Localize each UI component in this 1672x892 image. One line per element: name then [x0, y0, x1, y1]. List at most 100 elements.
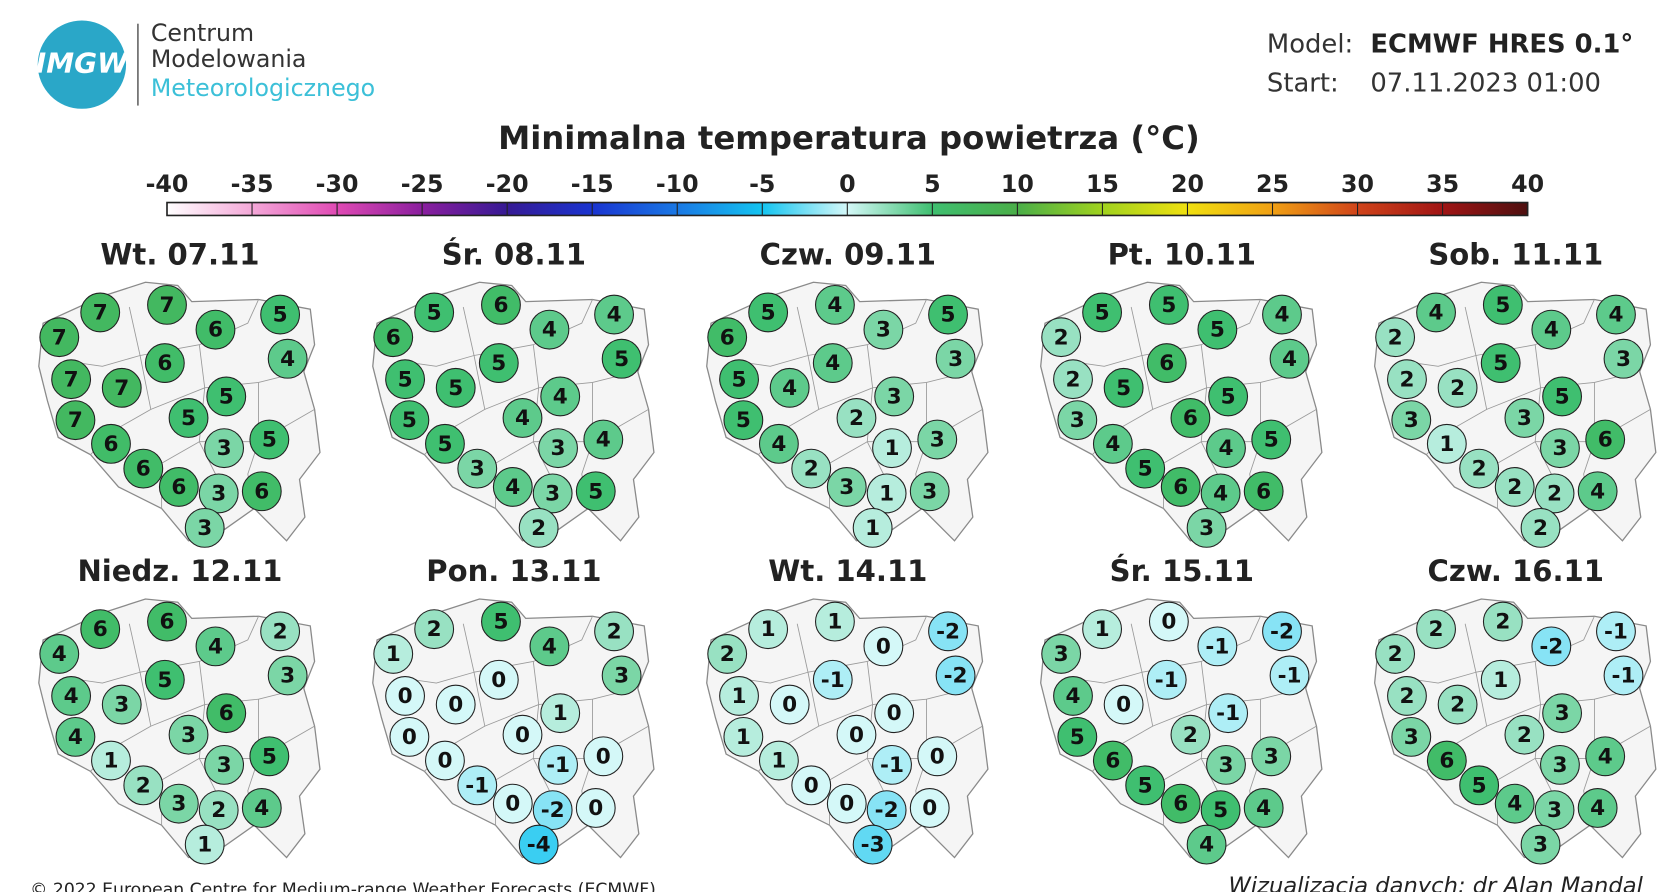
- station-value: -1: [1612, 664, 1636, 689]
- station-value: 1: [732, 684, 747, 709]
- model-value: ECMWF HRES 0.1°: [1370, 30, 1633, 60]
- station-value: 4: [1213, 481, 1228, 506]
- station-value: 1: [1095, 617, 1110, 642]
- station-value: 4: [1507, 792, 1522, 817]
- map-title: Śr. 08.11: [442, 237, 586, 271]
- station-value: 1: [1439, 432, 1454, 457]
- station-marker: [1542, 376, 1583, 417]
- station-marker: [144, 343, 185, 383]
- station-marker: [909, 471, 950, 512]
- station-value: 6: [208, 318, 223, 343]
- logo-circle: [37, 20, 127, 109]
- station-value: 1: [736, 725, 751, 750]
- station-marker: [1387, 359, 1427, 400]
- station-value: 4: [1199, 833, 1214, 858]
- station-marker: [1206, 744, 1246, 785]
- station-marker: [758, 740, 799, 781]
- station-value: 2: [607, 619, 622, 644]
- station-marker: [80, 609, 121, 650]
- station-value: 4: [542, 318, 557, 343]
- station-value: 6: [1439, 749, 1454, 774]
- station-marker: [1520, 507, 1561, 548]
- station-marker: [267, 655, 308, 696]
- station-marker: [1057, 400, 1098, 441]
- region-border: [1400, 306, 1477, 367]
- colorbar-tick-label: 35: [1426, 170, 1459, 198]
- station-marker: [518, 507, 559, 548]
- station-value: 4: [64, 684, 79, 709]
- station-marker: [389, 400, 430, 441]
- station-value: 4: [827, 293, 842, 318]
- map-title: Czw. 16.11: [1428, 554, 1604, 588]
- station-value: 4: [505, 475, 520, 500]
- station-marker: [863, 309, 904, 350]
- station-marker: [198, 473, 239, 514]
- station-value: -1: [1216, 701, 1240, 726]
- model-label: Model:: [1267, 30, 1353, 60]
- start-label: Start:: [1267, 69, 1339, 99]
- station-value: 0: [1161, 610, 1176, 635]
- station-value: 5: [1495, 293, 1510, 318]
- station-value: 4: [1590, 479, 1605, 504]
- station-value: -4: [527, 833, 551, 858]
- station-value: 4: [1598, 744, 1613, 769]
- station-value: -1: [1205, 634, 1229, 659]
- station-value: 2: [1507, 475, 1522, 500]
- station-value: 3: [614, 664, 629, 689]
- station-marker: [260, 611, 301, 652]
- region-border: [1066, 623, 1143, 684]
- map-title: Czw. 09.11: [760, 237, 936, 271]
- station-marker: [540, 376, 581, 417]
- station-value: 2: [1183, 723, 1198, 748]
- station-marker: [826, 467, 867, 507]
- station-marker: [478, 343, 519, 383]
- station-marker: [123, 765, 164, 806]
- station-value: 4: [596, 428, 611, 453]
- station-value: 2: [804, 457, 819, 482]
- station-marker: [769, 684, 810, 725]
- station-marker: [478, 659, 519, 700]
- station-value: 5: [1493, 351, 1508, 376]
- station-value: -3: [861, 833, 885, 858]
- station-marker: [538, 428, 578, 469]
- region-border: [64, 623, 141, 684]
- station-value: 7: [114, 376, 129, 401]
- colorbar-tick-label: -20: [486, 170, 529, 198]
- station-marker: [1103, 684, 1144, 725]
- station-marker: [826, 783, 867, 824]
- station-marker: [1577, 471, 1618, 512]
- station-value: 3: [1552, 753, 1567, 778]
- station-marker: [791, 765, 832, 806]
- station-marker: [101, 684, 142, 725]
- station-marker: [532, 473, 573, 514]
- station-value: 0: [930, 744, 945, 769]
- station-marker: [241, 471, 282, 512]
- station-marker: [260, 294, 301, 335]
- station-marker: [812, 659, 853, 700]
- station-marker: [1459, 448, 1500, 489]
- station-value: -1: [1278, 664, 1302, 689]
- station-value: 4: [1282, 347, 1297, 372]
- station-marker: [1206, 428, 1246, 469]
- station-marker: [91, 740, 131, 781]
- station-value: 4: [1429, 300, 1444, 325]
- station-marker: [385, 676, 426, 716]
- station-value: 4: [1256, 796, 1271, 821]
- station-marker: [158, 467, 199, 507]
- station-value: 0: [596, 744, 611, 769]
- station-value: -1: [880, 753, 904, 778]
- station-value: 5: [1116, 376, 1131, 401]
- station-marker: [814, 601, 855, 642]
- station-value: -1: [1604, 619, 1628, 644]
- station-value: 0: [505, 792, 520, 817]
- region-border: [398, 306, 475, 367]
- station-value: 5: [1264, 428, 1279, 453]
- station-marker: [425, 423, 465, 464]
- station-value: 0: [1116, 693, 1131, 718]
- station-value: 2: [427, 617, 442, 642]
- map-title: Niedz. 12.11: [77, 554, 282, 588]
- station-value: 2: [720, 642, 735, 667]
- station-value: 3: [1555, 701, 1570, 726]
- region-border: [1066, 306, 1143, 367]
